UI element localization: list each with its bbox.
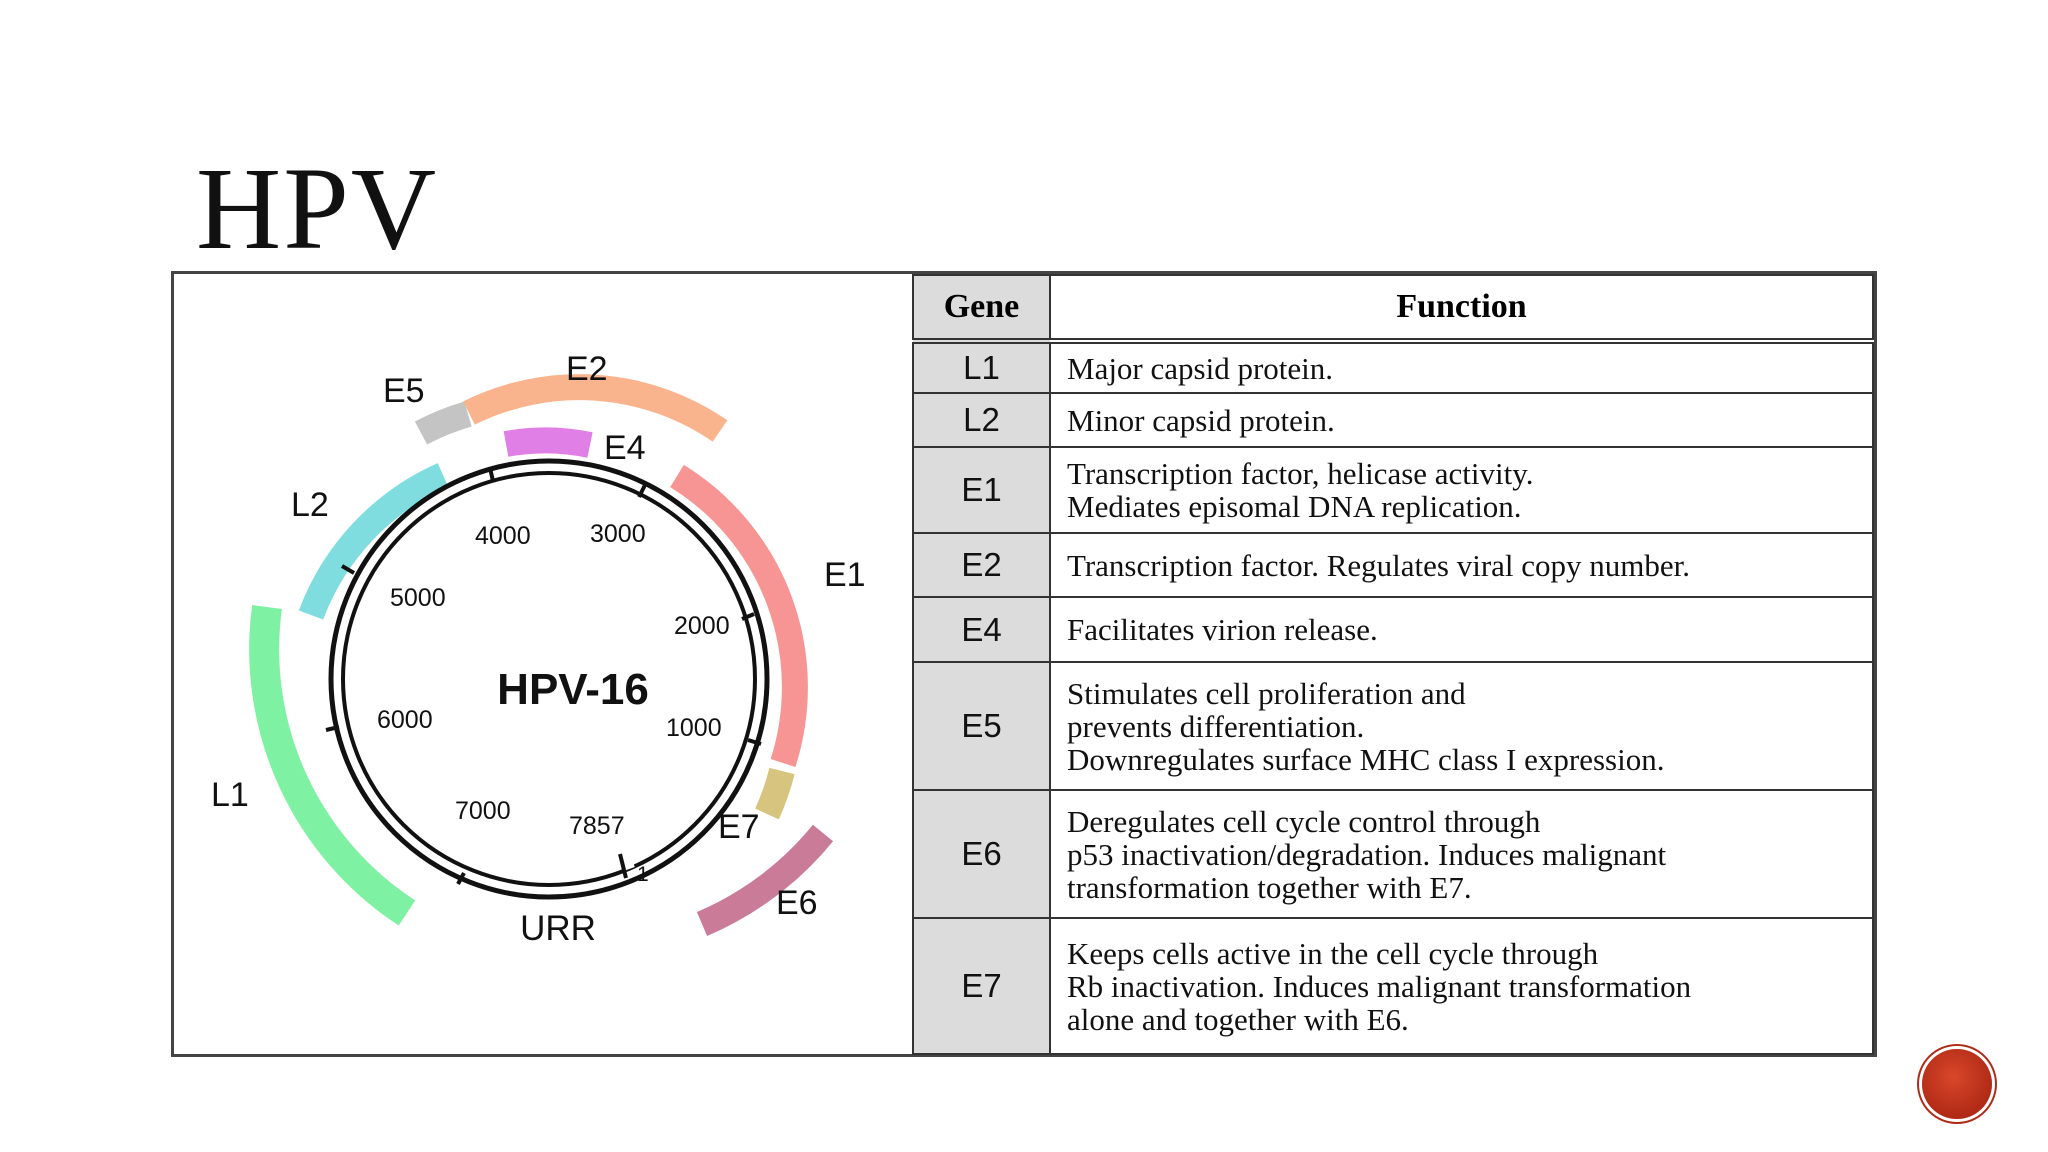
gene-function-table: Gene Function L1 Major capsid protein. L… (912, 274, 1874, 1055)
gene-arc-e4 (503, 427, 593, 458)
genome-ring-inner (341, 471, 757, 887)
function-cell: Transcription factor. Regulates viral co… (1049, 532, 1874, 598)
position-label: 3000 (590, 520, 646, 548)
gene-cell: L2 (912, 392, 1051, 448)
table-row: E7 Keeps cells active in the cell cycle … (912, 917, 1874, 1055)
gene-label-e4: E4 (604, 429, 646, 467)
table-row: E5 Stimulates cell proliferation and pre… (912, 661, 1874, 791)
function-cell: Deregulates cell cycle control through p… (1049, 789, 1874, 919)
genome-name: HPV-16 (497, 665, 649, 714)
position-label: 1 (637, 863, 649, 886)
position-label: 5000 (390, 584, 446, 612)
table-row: L2 Minor capsid protein. (912, 392, 1874, 448)
gene-cell: E4 (912, 596, 1051, 663)
gene-label-e2: E2 (566, 350, 608, 388)
position-label: 1000 (666, 714, 722, 742)
table-row: E4 Facilitates virion release. (912, 596, 1874, 663)
gene-arc-e7 (755, 767, 795, 820)
gene-arc-l2 (298, 463, 449, 620)
header-gene: Gene (912, 274, 1051, 342)
table-row: E2 Transcription factor. Regulates viral… (912, 532, 1874, 598)
slide-title: HPV (196, 143, 439, 274)
gene-cell: E7 (912, 917, 1051, 1055)
gene-arc-e1 (670, 464, 808, 767)
hpv-figure: 4000 3000 5000 2000 6000 1000 7000 7857 … (171, 271, 1877, 1057)
position-label: 4000 (475, 522, 531, 550)
gene-cell: L1 (912, 340, 1051, 394)
gene-arc-e6 (696, 824, 834, 936)
genome-map: 4000 3000 5000 2000 6000 1000 7000 7857 … (211, 350, 866, 948)
gene-cell: E1 (912, 446, 1051, 534)
function-cell: Major capsid protein. (1049, 340, 1874, 394)
gene-label-l1: L1 (211, 776, 249, 814)
gene-cell: E2 (912, 532, 1051, 598)
gene-label-e1: E1 (824, 556, 866, 594)
slide-nav-button[interactable] (1922, 1049, 1992, 1119)
gene-cell: E6 (912, 789, 1051, 919)
gene-label-e5: E5 (383, 372, 425, 410)
gene-arc-e5 (414, 401, 472, 445)
position-labels: 4000 3000 5000 2000 6000 1000 7000 7857 … (377, 520, 730, 886)
origin-gap (613, 838, 635, 872)
position-label: 7857 (569, 812, 625, 840)
gene-label-e6: E6 (776, 884, 818, 922)
genome-ring-outer (328, 458, 770, 900)
gene-arc-e2 (463, 374, 728, 442)
position-ticks (325, 467, 762, 885)
header-function: Function (1049, 274, 1874, 342)
function-cell: Facilitates virion release. (1049, 596, 1874, 663)
region-label-urr: URR (520, 909, 596, 948)
table-header-row: Gene Function (912, 274, 1874, 342)
gene-arc-l1 (249, 604, 416, 926)
gene-cell: E5 (912, 661, 1051, 791)
function-cell: Minor capsid protein. (1049, 392, 1874, 448)
table-row: E6 Deregulates cell cycle control throug… (912, 789, 1874, 919)
table-row: E1 Transcription factor, helicase activi… (912, 446, 1874, 534)
genome-map-panel: 4000 3000 5000 2000 6000 1000 7000 7857 … (174, 274, 912, 1054)
table-row: L1 Major capsid protein. (912, 340, 1874, 394)
gene-label-e7: E7 (718, 808, 760, 846)
position-label: 6000 (377, 706, 433, 734)
function-cell: Transcription factor, helicase activity.… (1049, 446, 1874, 534)
origin-tick (618, 853, 628, 879)
position-label: 7000 (455, 797, 511, 825)
gene-label-l2: L2 (291, 486, 329, 524)
function-cell: Keeps cells active in the cell cycle thr… (1049, 917, 1874, 1055)
position-label: 2000 (674, 612, 730, 640)
gene-labels: E5 E2 E4 L2 E1 L1 E7 E6 (211, 350, 866, 922)
function-cell: Stimulates cell proliferation and preven… (1049, 661, 1874, 791)
